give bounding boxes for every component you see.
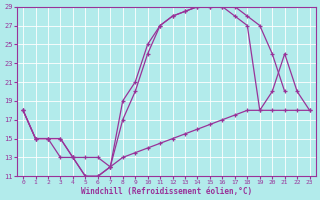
X-axis label: Windchill (Refroidissement éolien,°C): Windchill (Refroidissement éolien,°C) (81, 187, 252, 196)
